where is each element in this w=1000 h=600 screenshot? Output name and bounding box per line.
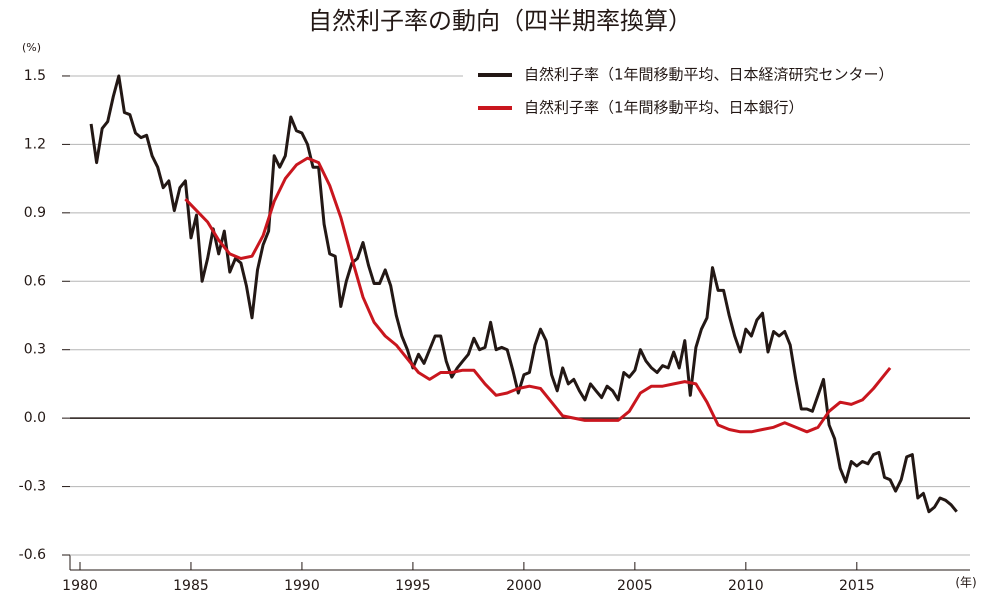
x-tick-label: 2015	[839, 578, 875, 594]
series-line	[89, 74, 958, 514]
x-tick-label: 1995	[395, 578, 431, 594]
legend-label: 自然利子率（1年間移動平均、日本銀行）	[524, 99, 804, 117]
y-tick-label: -0.6	[19, 547, 46, 563]
x-tick-label: 1985	[173, 578, 209, 594]
legend-label: 自然利子率（1年間移動平均、日本経済研究センター）	[524, 66, 894, 84]
y-tick-label: 1.2	[24, 136, 46, 152]
y-tick-label: 0.0	[24, 410, 46, 426]
x-tick-label: 2000	[506, 578, 542, 594]
legend-box	[463, 55, 975, 137]
x-tick-label: 2005	[617, 578, 653, 594]
series-line	[184, 156, 892, 434]
y-tick-label: 0.6	[24, 273, 46, 289]
chart-title: 自然利子率の動向（四半期率換算）	[308, 7, 692, 35]
x-tick-label: 1980	[62, 578, 98, 594]
y-tick-label: -0.3	[19, 479, 46, 495]
y-tick-label: 0.9	[24, 205, 46, 221]
y-unit: (%)	[22, 41, 41, 54]
y-tick-label: 1.5	[24, 68, 46, 84]
x-unit: (年)	[955, 576, 976, 590]
x-tick-label: 1990	[284, 578, 320, 594]
y-tick-label: 0.3	[24, 342, 46, 358]
x-tick-label: 2010	[728, 578, 764, 594]
